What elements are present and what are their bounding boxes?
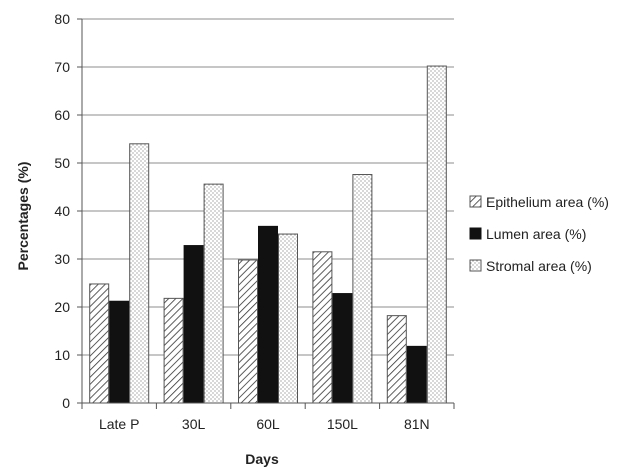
legend-label: Epithelium area (%) — [486, 194, 609, 210]
legend-label: Stromal area (%) — [486, 258, 592, 274]
bar-diagonal-hatch — [386, 315, 407, 404]
legend-swatch — [469, 195, 482, 208]
bars — [89, 65, 447, 404]
y-tick-label: 80 — [54, 11, 70, 27]
bar-dotted — [129, 143, 150, 404]
y-tick-label: 30 — [54, 251, 70, 267]
legend-swatch — [469, 227, 482, 240]
y-tick-label: 50 — [54, 155, 70, 171]
legend: Epithelium area (%) Lumen area (%) Stromal… — [469, 194, 609, 274]
y-tick-label: 40 — [54, 203, 70, 219]
bar-dotted — [278, 233, 298, 404]
y-tick-label: 20 — [54, 299, 70, 315]
legend-swatch — [469, 259, 482, 272]
bar-dotted — [426, 65, 447, 404]
bar-diagonal-hatch — [312, 251, 333, 404]
x-tick-labels: Late P 30L 60L 150L 81N — [99, 416, 430, 432]
bar-diagonal-hatch — [163, 297, 184, 404]
y-axis-title: Percentages (%) — [15, 162, 31, 271]
y-tick-label: 70 — [54, 59, 70, 75]
x-tick-label: 30L — [182, 416, 206, 432]
bar-solid — [109, 300, 130, 404]
bar-solid — [258, 225, 278, 404]
y-tick-label: 60 — [54, 107, 70, 123]
legend-label: Lumen area (%) — [486, 226, 586, 242]
x-tick-label: 150L — [327, 416, 358, 432]
bar-solid — [406, 345, 427, 404]
axes — [77, 18, 455, 409]
bar-diagonal-hatch — [238, 259, 258, 404]
bar-dotted — [203, 183, 224, 404]
y-tick-labels: 0 10 20 30 40 50 60 70 80 — [54, 11, 70, 411]
bar-dotted — [352, 174, 373, 404]
x-tick-label: 81N — [404, 416, 430, 432]
bar-solid — [183, 245, 204, 404]
bar-diagonal-hatch — [89, 283, 110, 404]
x-axis-title: Days — [245, 451, 279, 467]
x-tick-label: 60L — [256, 416, 280, 432]
x-tick-label: Late P — [99, 416, 139, 432]
y-tick-label: 10 — [54, 347, 70, 363]
bar-solid — [332, 293, 353, 404]
y-tick-label: 0 — [62, 395, 70, 411]
